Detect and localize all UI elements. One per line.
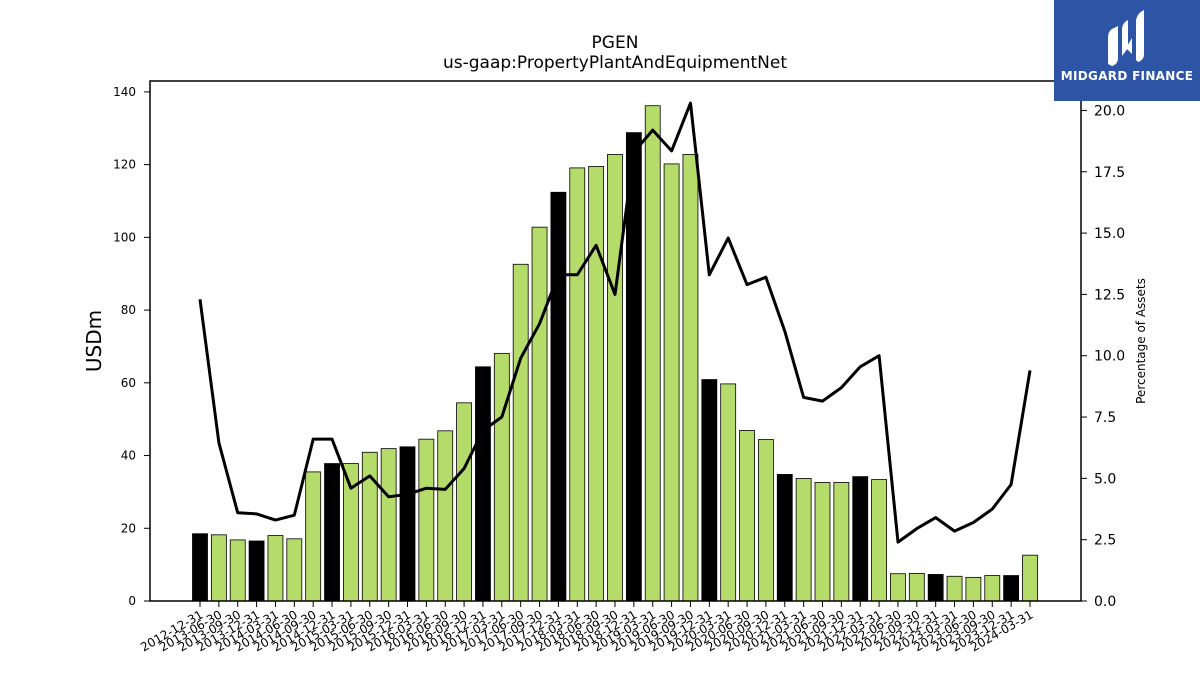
bar	[380, 448, 397, 602]
bar	[229, 539, 246, 602]
bar	[644, 105, 661, 602]
bar	[720, 383, 737, 602]
bar	[871, 479, 887, 602]
bar	[795, 478, 812, 602]
y2-tick-label: 10.0	[1094, 349, 1125, 365]
y-tick-label: 80	[121, 303, 136, 317]
y2-tick-label: 5.0	[1094, 471, 1116, 487]
bar	[890, 573, 906, 602]
bar	[984, 575, 1001, 602]
bar	[286, 538, 303, 602]
bar	[399, 446, 416, 602]
y2-tick-label: 0.0	[1094, 594, 1116, 610]
y2-tick-label: 20.0	[1094, 103, 1125, 119]
bar	[418, 438, 435, 602]
y-tick-label: 0	[128, 594, 136, 608]
y2-tick-label: 17.5	[1094, 165, 1125, 181]
y2-tick-label: 12.5	[1094, 287, 1125, 303]
y-tick-label: 120	[113, 158, 136, 172]
bar	[701, 379, 718, 602]
bar	[588, 166, 605, 602]
logo-text: MIDGARD FINANCE	[1060, 69, 1194, 83]
y-tick-label: 40	[121, 449, 136, 463]
bar	[908, 572, 925, 602]
chart-title: PGEN	[592, 33, 639, 53]
y-tick-label: 60	[121, 376, 136, 390]
bar	[776, 474, 793, 602]
bar	[1022, 554, 1038, 602]
y2-tick-label: 7.5	[1094, 410, 1116, 426]
bar	[475, 366, 491, 602]
bar	[456, 402, 472, 602]
chart-subtitle: us-gaap:PropertyPlantAndEquipmentNet	[443, 53, 787, 73]
bar	[607, 154, 623, 602]
bar	[682, 154, 699, 602]
y-tick-label: 140	[113, 85, 136, 99]
bar	[267, 535, 284, 602]
x-axis: 2012-12-312013-06-302013-09-302013-12-31…	[138, 601, 1036, 654]
bar	[569, 167, 586, 602]
y-tick-label: 100	[113, 230, 136, 244]
bar	[833, 482, 850, 602]
y-axis-left: 0 20 40 60 80 100 120 140	[113, 85, 150, 608]
percent-line	[198, 101, 1032, 544]
bar	[324, 463, 340, 602]
bar	[192, 533, 208, 602]
bar	[758, 439, 774, 602]
y-axis-label: USDm	[82, 310, 106, 372]
bar	[814, 482, 831, 602]
y-tick-label: 20	[121, 521, 136, 535]
bar	[210, 534, 227, 602]
bar	[946, 575, 963, 602]
bar	[1003, 575, 1020, 602]
midgard-logo-icon	[1108, 10, 1144, 66]
bar	[531, 226, 548, 602]
bar	[305, 471, 322, 602]
bar	[512, 263, 529, 602]
y2-tick-label: 2.5	[1094, 533, 1116, 549]
bar	[493, 352, 510, 602]
bar	[927, 574, 944, 602]
bar	[965, 576, 982, 602]
bar	[852, 476, 869, 602]
midgard-finance-logo: MIDGARD FINANCE	[1054, 0, 1200, 101]
bar	[739, 430, 755, 602]
bar	[663, 163, 680, 602]
bar	[437, 430, 454, 602]
bar-series	[192, 105, 1038, 602]
y2-tick-label: 15.0	[1094, 226, 1125, 242]
y2-axis-label: Percentage of Assets	[1134, 278, 1148, 404]
bar	[248, 540, 265, 602]
line-series	[198, 101, 1032, 544]
y-axis-right: 0.0 2.5 5.0 7.5 10.0 12.5 15.0 17.5 20.0	[1081, 103, 1125, 610]
bar	[550, 191, 567, 602]
